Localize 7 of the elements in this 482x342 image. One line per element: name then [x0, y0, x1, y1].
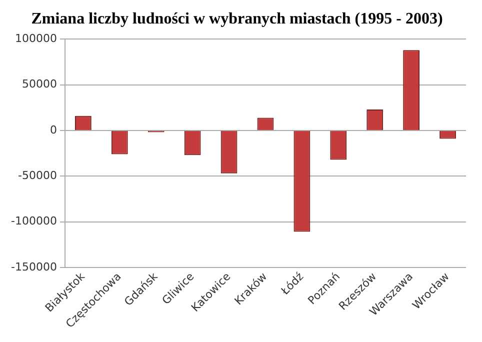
- y-tick-label: -150000: [10, 260, 57, 274]
- y-tick-label: 0: [50, 123, 57, 136]
- chart-title: Zmiana liczby ludności w wybranych miastach (1995 - 2003): [31, 10, 443, 28]
- y-tick-label: 100000: [14, 32, 57, 46]
- y-tick-label: 50000: [22, 78, 57, 91]
- y-tick-label: -50000: [18, 168, 57, 182]
- y-tick-label: -100000: [10, 214, 57, 228]
